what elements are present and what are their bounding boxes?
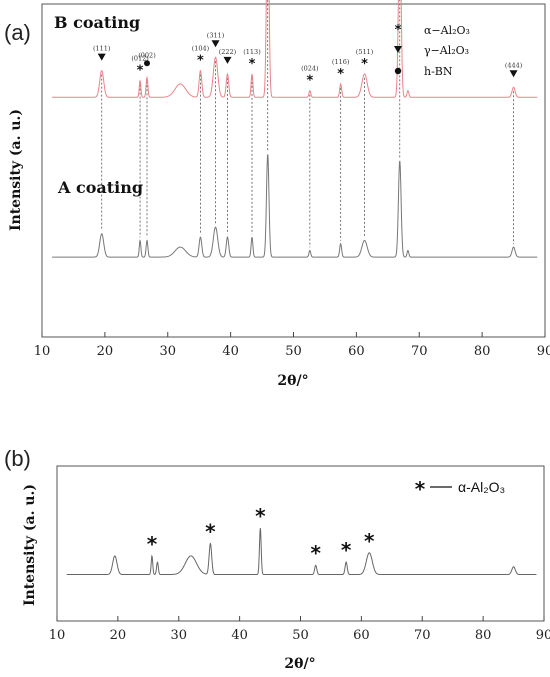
triangle-down-icon: [223, 56, 232, 64]
star-icon: *: [197, 53, 204, 68]
annotation-guides: [101, 0, 514, 248]
x-axis-title: 2θ/°: [284, 656, 315, 672]
star-icon: *: [306, 73, 313, 88]
hkl-label: (444): [505, 61, 523, 69]
x-axis-title: 2θ/°: [277, 373, 308, 389]
y-axis-title-wrap: Intensity (a. u.): [22, 484, 38, 606]
triangle-down-icon: [394, 46, 402, 53]
panel-b: (b) **** * * 10 20 30 40 50 60 70 80 90 * α-Al₂O₃ …: [4, 446, 550, 672]
y-axis-title: Intensity (a. u.): [22, 484, 38, 606]
triangle-down-icon: [509, 70, 518, 78]
x-tick-label: 70: [411, 344, 428, 359]
x-tick-label: 20: [97, 344, 114, 359]
star-icon: *: [205, 519, 216, 543]
hkl-label: (012): [131, 55, 149, 63]
panel-a-frame: [41, 3, 546, 338]
hkl-label: (311): [207, 31, 225, 39]
star-icon: *: [249, 57, 256, 72]
peak-markers: * * * * * *: [147, 504, 375, 565]
x-tick-label: 60: [348, 344, 365, 359]
hkl-label: (104): [192, 45, 210, 53]
x-tick-label: 30: [170, 628, 187, 643]
legend: * α−Al₂O₃ γ−Al₂O₃ h-BN: [394, 23, 470, 78]
triangle-down-icon: [97, 53, 106, 61]
x-tick-label: 70: [414, 628, 431, 643]
star-icon: *: [137, 63, 144, 78]
x-tick-label: 60: [353, 628, 370, 643]
x-tick-label: 50: [285, 344, 302, 359]
star-icon: *: [361, 57, 368, 72]
star-icon: *: [341, 538, 352, 562]
hkl-label: (002): [138, 51, 156, 59]
series-label-b-coating: B coating: [54, 13, 140, 32]
series-group: [52, 0, 538, 258]
series-line-1: [66, 527, 537, 575]
series-label-a-coating: A coating: [57, 178, 143, 197]
y-axis-title: Intensity (a. u.): [8, 109, 24, 231]
legend-label-gamma: γ−Al₂O₃: [424, 44, 469, 57]
y-axis-title-wrap: Intensity (a. u.): [8, 109, 24, 231]
x-tick-label: 90: [537, 344, 550, 359]
x-axis-ticks: 10 20 30 40 50 60 70 80 90: [34, 332, 550, 359]
star-icon: *: [364, 529, 375, 553]
panel-a-label: (a): [4, 20, 31, 45]
x-tick-label: 80: [474, 344, 491, 359]
triangle-down-icon: [211, 40, 220, 48]
star-icon: *: [415, 477, 426, 501]
peak-markers: (111)*(012)(002)*(104)(311)(222)*(113)(4…: [93, 31, 523, 88]
x-tick-label: 80: [475, 628, 492, 643]
hkl-label: (024): [301, 65, 319, 73]
hkl-label: (113): [243, 48, 261, 56]
legend: * α-Al₂O₃: [415, 477, 505, 501]
x-tick-label: 40: [231, 628, 248, 643]
legend-label-alpha: α-Al₂O₃: [458, 479, 505, 495]
panel-a: (a) (111)*(012)(002) *(104)(311)(222)*(11…: [4, 0, 550, 389]
x-tick-label: 30: [159, 344, 176, 359]
panel-b-label: (b): [4, 446, 31, 471]
circle-icon: [144, 60, 151, 67]
x-axis-ticks: 10 20 30 40 50 60 70 80 90: [49, 616, 550, 643]
star-icon: *: [147, 532, 158, 556]
x-tick-label: 50: [292, 628, 309, 643]
x-tick-label: 10: [49, 628, 66, 643]
hkl-label: (511): [356, 48, 374, 56]
star-icon: *: [310, 541, 321, 565]
star-icon: *: [337, 67, 344, 82]
hkl-label: (222): [219, 48, 237, 56]
hkl-label: (116): [332, 58, 350, 66]
legend-label-hbn: h-BN: [424, 65, 453, 78]
x-tick-label: 40: [222, 344, 239, 359]
series-group: [66, 527, 537, 575]
circle-icon: [394, 67, 402, 75]
star-icon: *: [395, 23, 402, 38]
hkl-label: (111): [93, 45, 111, 53]
star-icon: *: [255, 504, 266, 528]
x-tick-label: 10: [34, 344, 51, 359]
legend-label-alpha: α−Al₂O₃: [424, 24, 470, 37]
series-line-a-coating: [52, 154, 538, 258]
series-line-b-coating: [52, 0, 538, 98]
x-tick-label: 90: [536, 628, 550, 643]
x-tick-label: 20: [110, 628, 127, 643]
